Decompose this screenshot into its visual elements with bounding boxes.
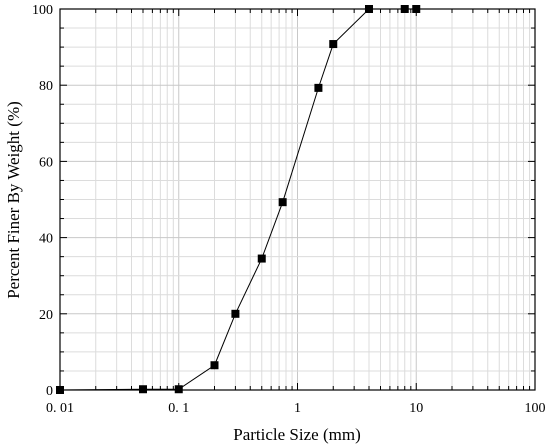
data-point	[56, 386, 64, 394]
y-tick-labels: 0 20 40 60 80 100	[32, 3, 53, 399]
y-tick-label: 20	[39, 308, 53, 323]
y-tick-label: 60	[39, 155, 53, 170]
y-tick-label: 80	[39, 79, 53, 94]
x-tick-label: 100	[525, 401, 546, 416]
data-markers	[56, 5, 421, 394]
series-line	[59, 8, 417, 391]
data-point	[400, 5, 409, 13]
data-point	[314, 83, 323, 92]
plot-frame	[59, 8, 536, 391]
data-point	[257, 254, 266, 263]
x-tick-label: 0. 01	[46, 401, 74, 416]
data-point	[139, 385, 147, 394]
y-axis-label: Percent Finer By Weight (%)	[4, 101, 23, 299]
data-point	[364, 5, 373, 13]
data-point	[231, 309, 240, 318]
data-point	[278, 198, 287, 207]
y-tick-label: 40	[39, 232, 53, 247]
axis-ticks	[59, 8, 535, 391]
data-point	[412, 5, 421, 13]
x-tick-label: 0. 1	[168, 401, 189, 416]
grid	[59, 9, 535, 390]
y-tick-label: 100	[32, 3, 53, 18]
y-tick-label: 0	[46, 384, 53, 399]
x-tick-label: 10	[409, 401, 423, 416]
data-point	[210, 361, 219, 370]
x-tick-labels: 0. 01 0. 1 1 10 100	[46, 401, 546, 416]
data-point	[174, 385, 183, 394]
x-tick-label: 1	[294, 401, 301, 416]
data-point	[329, 40, 338, 49]
x-axis-label: Particle Size (mm)	[233, 425, 360, 444]
